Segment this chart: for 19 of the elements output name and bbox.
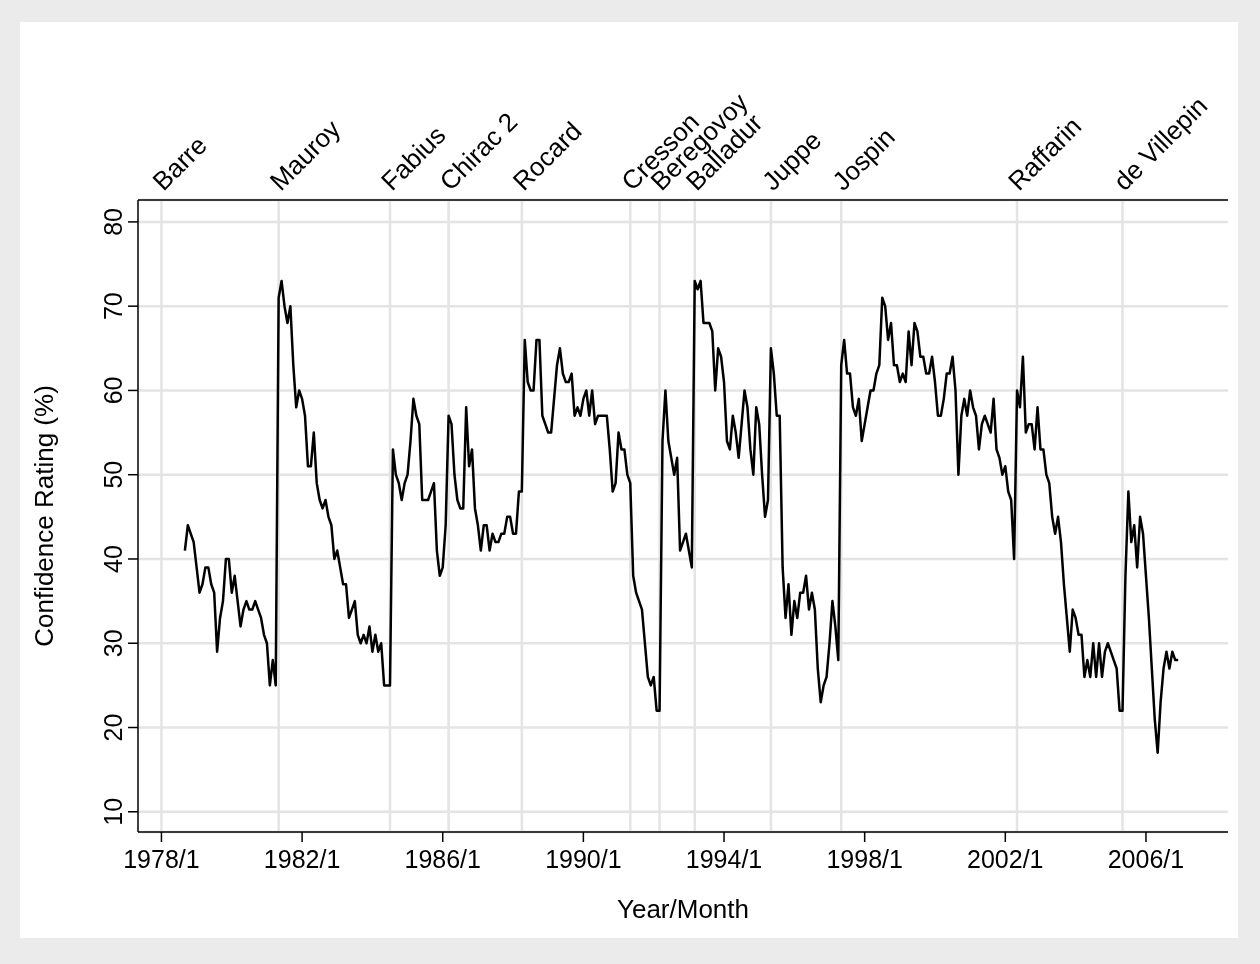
y-tick-label: 80: [99, 208, 127, 236]
x-tick-label: 1990/1: [545, 845, 622, 873]
x-tick-label: 2002/1: [967, 845, 1044, 873]
y-axis-title: Confidence Rating (%): [29, 385, 60, 647]
y-tick-label: 70: [99, 292, 127, 321]
y-tick-label: 20: [99, 713, 127, 742]
line-series: [183, 279, 1180, 755]
x-tick-label: 1994/1: [685, 845, 763, 873]
x-tick-label: 1986/1: [404, 845, 481, 873]
y-tick-label: 30: [99, 629, 127, 658]
x-tick-label: 1978/1: [123, 845, 200, 873]
y-tick-label: 60: [99, 376, 127, 405]
x-tick-label: 1982/1: [263, 845, 341, 873]
x-tick-label: 2006/1: [1107, 845, 1185, 873]
x-axis-title: Year/Month: [616, 894, 750, 924]
y-tick-label: 40: [99, 545, 127, 573]
x-tick-label: 1998/1: [826, 845, 903, 873]
y-tick-label: 10: [99, 797, 127, 826]
y-tick-label: 50: [99, 460, 127, 489]
